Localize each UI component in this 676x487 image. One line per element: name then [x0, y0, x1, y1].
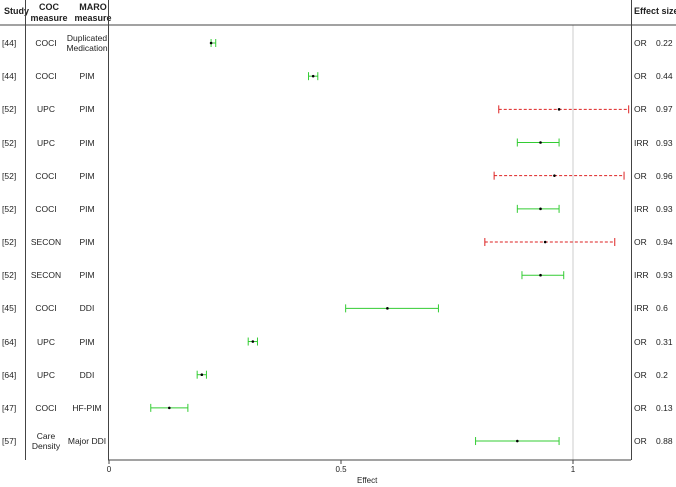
maro-measure-label: HF-PIM — [72, 402, 102, 413]
effect-metric-label: OR — [634, 369, 647, 380]
effect-metric-label: OR — [634, 38, 647, 48]
effect-metric-label: OR — [634, 170, 647, 181]
header-maro-measure: MARO measure — [74, 2, 112, 23]
coc-measure-label: COCI — [35, 71, 57, 82]
point-estimate — [209, 41, 213, 45]
effect-metric-label: IRR — [634, 203, 649, 214]
coc-measure-label: SECON — [30, 237, 62, 248]
study-label: [52] — [2, 137, 17, 148]
maro-measure-label: Major DDI — [67, 436, 107, 447]
study-label: [57] — [2, 436, 17, 447]
maro-measure-label: PIM — [79, 137, 95, 148]
effect-value-label: 0.22 — [656, 38, 673, 48]
x-tick-label: 0.5 — [335, 465, 347, 474]
study-label: [64] — [2, 336, 17, 347]
point-estimate — [539, 207, 542, 211]
point-estimate — [557, 108, 561, 111]
coc-measure-label: UPC — [37, 137, 55, 148]
effect-value-label: 0.6 — [656, 303, 668, 314]
point-estimate — [200, 373, 204, 377]
coc-measure-label: UPC — [37, 369, 55, 380]
maro-measure-label: DDI — [79, 369, 95, 380]
point-estimate — [553, 174, 556, 177]
study-label: [44] — [2, 38, 17, 48]
study-label: [52] — [2, 237, 17, 248]
study-label: [64] — [2, 369, 17, 380]
study-label: [44] — [2, 71, 17, 82]
maro-measure-label: PIM — [79, 336, 95, 347]
maro-measure-label: PIM — [79, 270, 95, 281]
study-label: [45] — [2, 303, 17, 314]
effect-value-label: 0.97 — [656, 104, 673, 115]
effect-value-label: 0.31 — [656, 336, 673, 347]
coc-measure-label: SECON — [30, 270, 62, 281]
study-label: [47] — [2, 402, 17, 413]
point-estimate — [311, 74, 315, 78]
maro-measure-label: Duplicated Medication — [66, 33, 108, 53]
coc-measure-label: Care Density — [31, 431, 61, 452]
effect-value-label: 0.93 — [656, 137, 673, 148]
point-estimate — [516, 439, 519, 443]
maro-measure-label: PIM — [79, 203, 95, 214]
effect-value-label: 0.93 — [656, 203, 673, 214]
effect-metric-label: IRR — [634, 303, 649, 314]
study-label: [52] — [2, 104, 17, 115]
study-label: [52] — [2, 170, 17, 181]
study-column-divider — [25, 0, 26, 460]
header-study: Study — [4, 6, 30, 16]
coc-measure-label: UPC — [37, 336, 55, 347]
maro-measure-label: PIM — [79, 104, 95, 115]
coc-measure-label: COCI — [35, 38, 57, 48]
x-tick-label: 1 — [571, 465, 576, 474]
maro-measure-label: PIM — [79, 71, 95, 82]
plot-left-divider — [108, 0, 109, 460]
point-estimate — [251, 340, 255, 343]
x-axis-title: Effect — [357, 476, 378, 485]
maro-measure-label: PIM — [79, 170, 95, 181]
effect-value-label: 0.44 — [656, 71, 673, 82]
coc-measure-label: COCI — [35, 203, 57, 214]
coc-measure-label: COCI — [35, 303, 57, 314]
effect-metric-label: OR — [634, 237, 647, 248]
effect-value-label: 0.2 — [656, 369, 668, 380]
effect-value-label: 0.94 — [656, 237, 673, 248]
point-estimate — [539, 273, 542, 277]
maro-measure-label: DDI — [79, 303, 95, 314]
effect-value-label: 0.88 — [656, 436, 673, 447]
x-tick-label: 0 — [107, 465, 112, 474]
effect-value-label: 0.96 — [656, 170, 673, 181]
coc-measure-label: COCI — [35, 170, 57, 181]
effect-metric-label: OR — [634, 104, 647, 115]
header-effect-size: Effect size — [634, 6, 676, 16]
header-coc-measure: COC measure — [30, 2, 68, 23]
maro-measure-label: PIM — [79, 237, 95, 248]
effect-metric-label: IRR — [634, 270, 649, 281]
point-estimate — [543, 240, 547, 244]
study-label: [52] — [2, 203, 17, 214]
effect-metric-label: IRR — [634, 137, 649, 148]
coc-measure-label: UPC — [37, 104, 55, 115]
effect-value-label: 0.13 — [656, 402, 673, 413]
point-estimate — [168, 406, 171, 410]
point-estimate — [539, 141, 542, 144]
coc-measure-label: COCI — [35, 402, 57, 413]
plot-right-divider — [631, 0, 632, 460]
study-label: [52] — [2, 270, 17, 281]
effect-metric-label: OR — [634, 71, 647, 82]
effect-value-label: 0.93 — [656, 270, 673, 281]
effect-metric-label: OR — [634, 402, 647, 413]
effect-metric-label: OR — [634, 436, 647, 447]
point-estimate — [386, 307, 389, 310]
effect-metric-label: OR — [634, 336, 647, 347]
